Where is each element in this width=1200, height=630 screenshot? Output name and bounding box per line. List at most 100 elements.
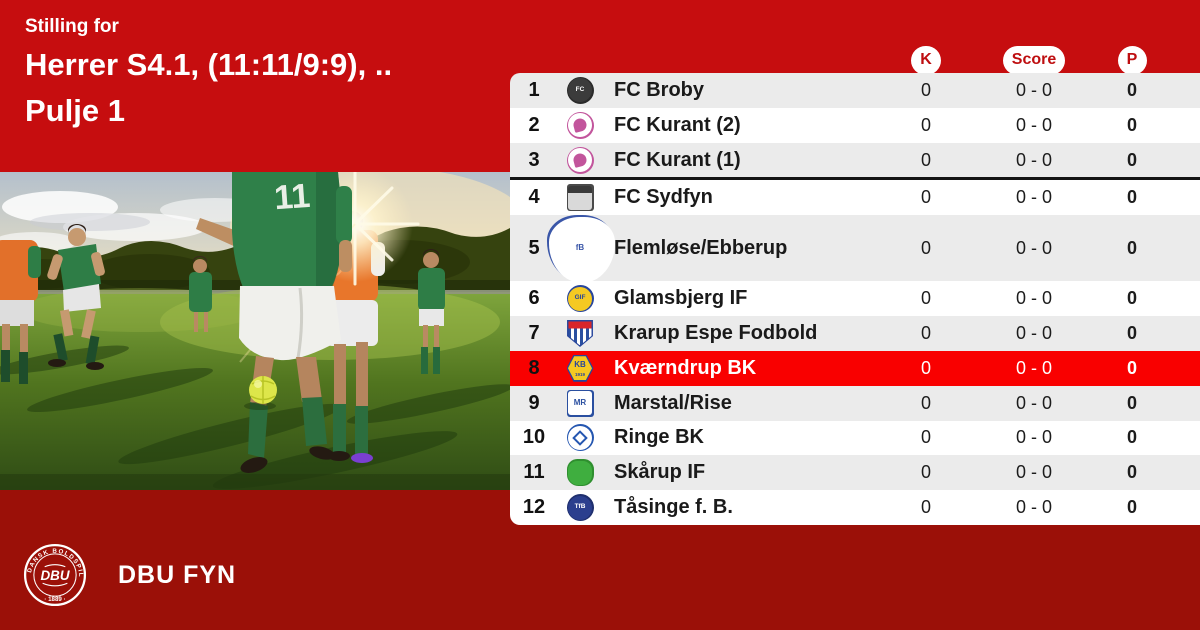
p-value: 0 <box>1126 114 1137 135</box>
player-left-edge <box>0 240 41 384</box>
club-logo-icon: FC <box>566 76 594 104</box>
title-block: Stilling for Herrer S4.1, (11:11/9:9), .… <box>25 16 505 140</box>
k-value: 0 <box>920 497 931 518</box>
player-right <box>418 249 445 374</box>
club-logo-cell: TfB <box>558 494 602 522</box>
k-value: 0 <box>920 114 931 135</box>
p-value: 0 <box>1126 392 1137 413</box>
score-value: 0 - 0 <box>1015 322 1053 343</box>
rank-cell: 9 <box>528 391 540 414</box>
club-logo-icon <box>566 424 594 452</box>
club-name: Ringe BK <box>614 426 704 449</box>
jersey-number: 11 <box>273 177 312 217</box>
club-name: FC Sydfyn <box>614 186 713 209</box>
column-badge-k: K <box>886 45 966 75</box>
k-value: 0 <box>920 357 931 378</box>
brand-name: DBU FYN <box>118 560 237 589</box>
rank-cell: 1 <box>528 78 540 101</box>
club-name: Tåsinge f. B. <box>614 496 733 519</box>
club-logo-cell: fB <box>547 215 615 283</box>
standings-row: 5 fB Flemløse/Ebberup 0 0 - 0 0 <box>510 215 1200 283</box>
score-value: 0 - 0 <box>1015 114 1053 135</box>
standings-row: 1 FC FC Broby 0 0 - 0 0 <box>510 73 1200 108</box>
standings-row: 6 GIF Glamsbjerg IF 0 0 - 0 0 <box>510 281 1200 317</box>
player-distant-mid <box>189 256 212 332</box>
dbu-crest-logo: DANSK BOLDSPIL-UNION DBU · 1889 · <box>22 542 87 607</box>
rank-cell: 10 <box>522 426 546 449</box>
player-main: 11 <box>196 172 352 473</box>
score-value: 0 - 0 <box>1015 427 1053 448</box>
club-logo-cell <box>558 424 602 452</box>
rank-cell: 11 <box>523 461 545 484</box>
player-left <box>47 224 105 370</box>
club-name: FC Kurant (1) <box>614 148 741 171</box>
rank-cell: 8 <box>528 356 540 379</box>
standings-row: 3 FC Kurant (1) 0 0 - 0 0 <box>510 142 1200 181</box>
score-value: 0 - 0 <box>1015 392 1053 413</box>
p-value: 0 <box>1126 187 1137 208</box>
rank-cell: 6 <box>528 287 540 310</box>
score-value: 0 - 0 <box>1015 357 1053 378</box>
score-value: 0 - 0 <box>1015 497 1053 518</box>
score-value: 0 - 0 <box>1015 149 1053 170</box>
club-logo-icon: GIF <box>566 285 594 313</box>
club-name: Krarup Espe Fodbold <box>614 321 818 344</box>
k-value: 0 <box>920 427 931 448</box>
p-value: 0 <box>1126 79 1137 100</box>
club-logo-cell: MR <box>558 389 602 417</box>
club-logo-icon <box>566 184 594 212</box>
club-name: Skårup IF <box>614 461 706 484</box>
k-value: 0 <box>920 462 931 483</box>
score-value: 0 - 0 <box>1015 237 1053 258</box>
p-column-badge: P <box>1117 45 1147 75</box>
k-value: 0 <box>920 322 931 343</box>
crest-abbr: DBU <box>40 568 69 583</box>
club-name: Kværndrup BK <box>614 356 757 379</box>
p-value: 0 <box>1126 357 1137 378</box>
score-value: 0 - 0 <box>1015 187 1053 208</box>
standings-row: 9 MR Marstal/Rise 0 0 - 0 0 <box>510 385 1200 421</box>
column-badge-score: Score <box>966 45 1102 75</box>
score-value: 0 - 0 <box>1015 79 1053 100</box>
club-logo-cell: GIF <box>558 285 602 313</box>
footer-brand: DANSK BOLDSPIL-UNION DBU · 1889 · DBU FY… <box>22 542 236 608</box>
standings-row: 12 TfB Tåsinge f. B. 0 0 - 0 0 <box>510 490 1200 525</box>
club-logo-icon: MR <box>566 389 594 417</box>
club-name: Marstal/Rise <box>614 391 732 414</box>
club-logo-cell <box>558 146 602 174</box>
club-name: Flemløse/Ebberup <box>614 236 788 259</box>
k-value: 0 <box>920 79 931 100</box>
club-logo-icon <box>566 111 594 139</box>
p-value: 0 <box>1126 427 1137 448</box>
standings-row: 8 KB 1919 Kværndrup BK 0 0 - 0 0 <box>510 350 1200 386</box>
page-title-line2: Pulje 1 <box>25 93 125 129</box>
rank-cell: 2 <box>528 113 540 136</box>
k-column-badge: K <box>911 45 941 75</box>
club-logo-icon: fB <box>547 215 615 283</box>
club-logo-cell <box>558 111 602 139</box>
p-value: 0 <box>1126 322 1137 343</box>
club-logo-icon <box>567 319 593 347</box>
k-value: 0 <box>920 149 931 170</box>
k-value: 0 <box>920 237 931 258</box>
match-photo-illustration: 11 <box>0 172 510 490</box>
standings-row: 7 Krarup Espe Fodbold 0 0 - 0 0 <box>510 316 1200 351</box>
standings-row: 11 Skårup IF 0 0 - 0 0 <box>510 455 1200 491</box>
club-logo-icon: KB 1919 <box>566 354 594 382</box>
standings-row: 10 Ringe BK 0 0 - 0 0 <box>510 420 1200 456</box>
p-value: 0 <box>1126 497 1137 518</box>
match-photo: 11 <box>0 172 510 490</box>
club-logo-cell <box>558 319 602 347</box>
rank-cell: 3 <box>528 148 540 171</box>
page-title-line1: Herrer S4.1, (11:11/9:9), .. <box>25 47 393 82</box>
rank-cell: 5 <box>528 236 540 259</box>
club-logo-cell: KB 1919 <box>558 354 602 382</box>
column-badge-bar: K Score P <box>510 45 1200 75</box>
eyebrow-label: Stilling for <box>25 16 119 37</box>
club-name: FC Kurant (2) <box>614 113 741 136</box>
score-column-badge: Score <box>1002 45 1066 75</box>
club-name: Glamsbjerg IF <box>614 287 748 310</box>
k-value: 0 <box>920 392 931 413</box>
score-value: 0 - 0 <box>1015 462 1053 483</box>
